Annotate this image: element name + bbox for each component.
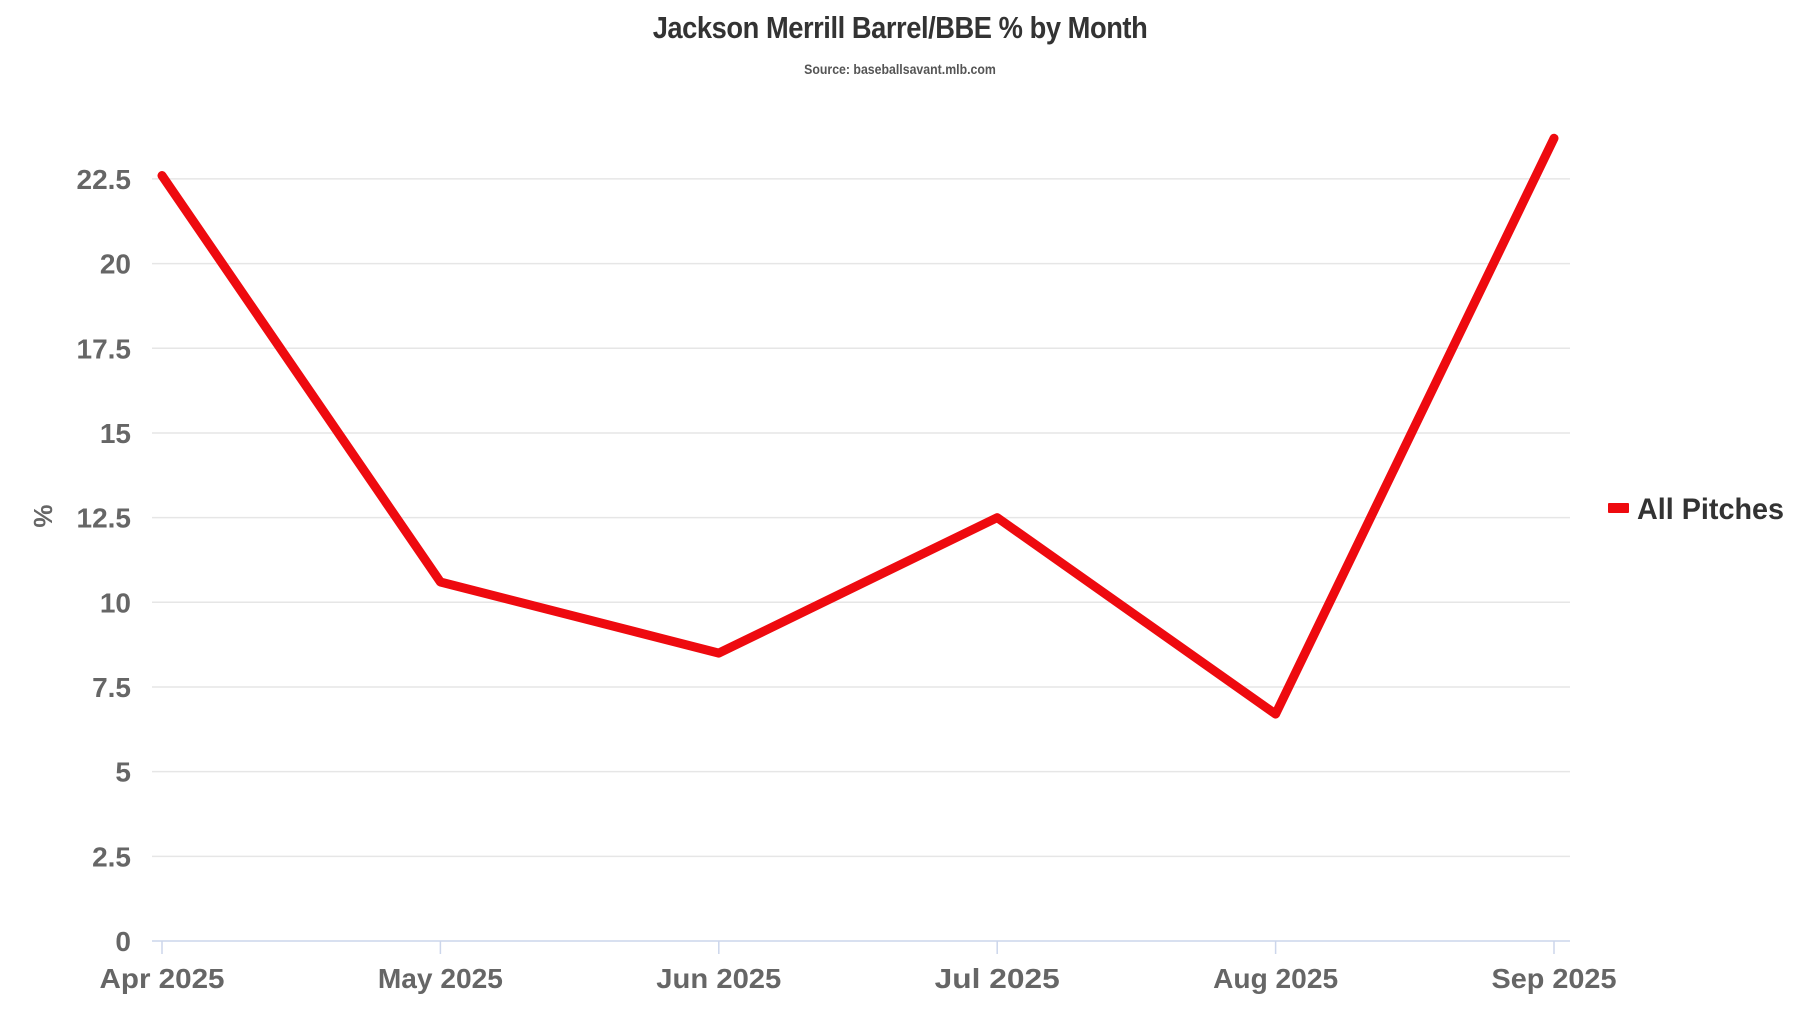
y-tick-label: 0 [115, 926, 131, 957]
x-tick-label: Apr 2025 [100, 963, 225, 994]
legend-swatch-icon [1608, 503, 1629, 513]
y-tick-label: 10 [100, 587, 131, 618]
y-axis-label: % [28, 504, 58, 527]
y-tick-label: 12.5 [77, 503, 132, 534]
x-axis: Apr 2025 May 2025 Jun 2025 Jul 2025 Aug 2025… [100, 940, 1617, 994]
series-line-all-pitches[interactable] [157, 133, 1559, 719]
x-tick-label: Aug 2025 [1213, 963, 1338, 994]
chart-subtitle: Source: baseballsavant.mlb.com [804, 61, 996, 77]
chart-title: Jackson Merrill Barrel/BBE % by Month [652, 10, 1148, 45]
y-tick-label: 7.5 [92, 672, 131, 703]
x-tick-label: Jul 2025 [935, 963, 1060, 994]
legend[interactable]: All Pitches [1608, 493, 1784, 526]
y-tick-label: 15 [100, 418, 131, 449]
x-tick-label: May 2025 [378, 963, 503, 994]
series-lines [157, 133, 1559, 719]
legend-label: All Pitches [1637, 493, 1784, 526]
gridlines [152, 178, 1570, 858]
y-tick-label: 22.5 [77, 164, 132, 195]
y-tick-label: 2.5 [92, 841, 131, 872]
y-tick-label: 17.5 [77, 333, 132, 364]
x-tick-label: Sep 2025 [1492, 963, 1617, 994]
y-tick-label: 5 [115, 757, 131, 788]
x-tick-label: Jun 2025 [656, 963, 781, 994]
y-tick-label: 20 [100, 249, 131, 280]
y-axis-tick-labels: 0 2.5 5 7.5 10 12.5 15 17.5 20 22.5 [77, 164, 132, 957]
legend-item[interactable]: All Pitches [1608, 493, 1784, 526]
